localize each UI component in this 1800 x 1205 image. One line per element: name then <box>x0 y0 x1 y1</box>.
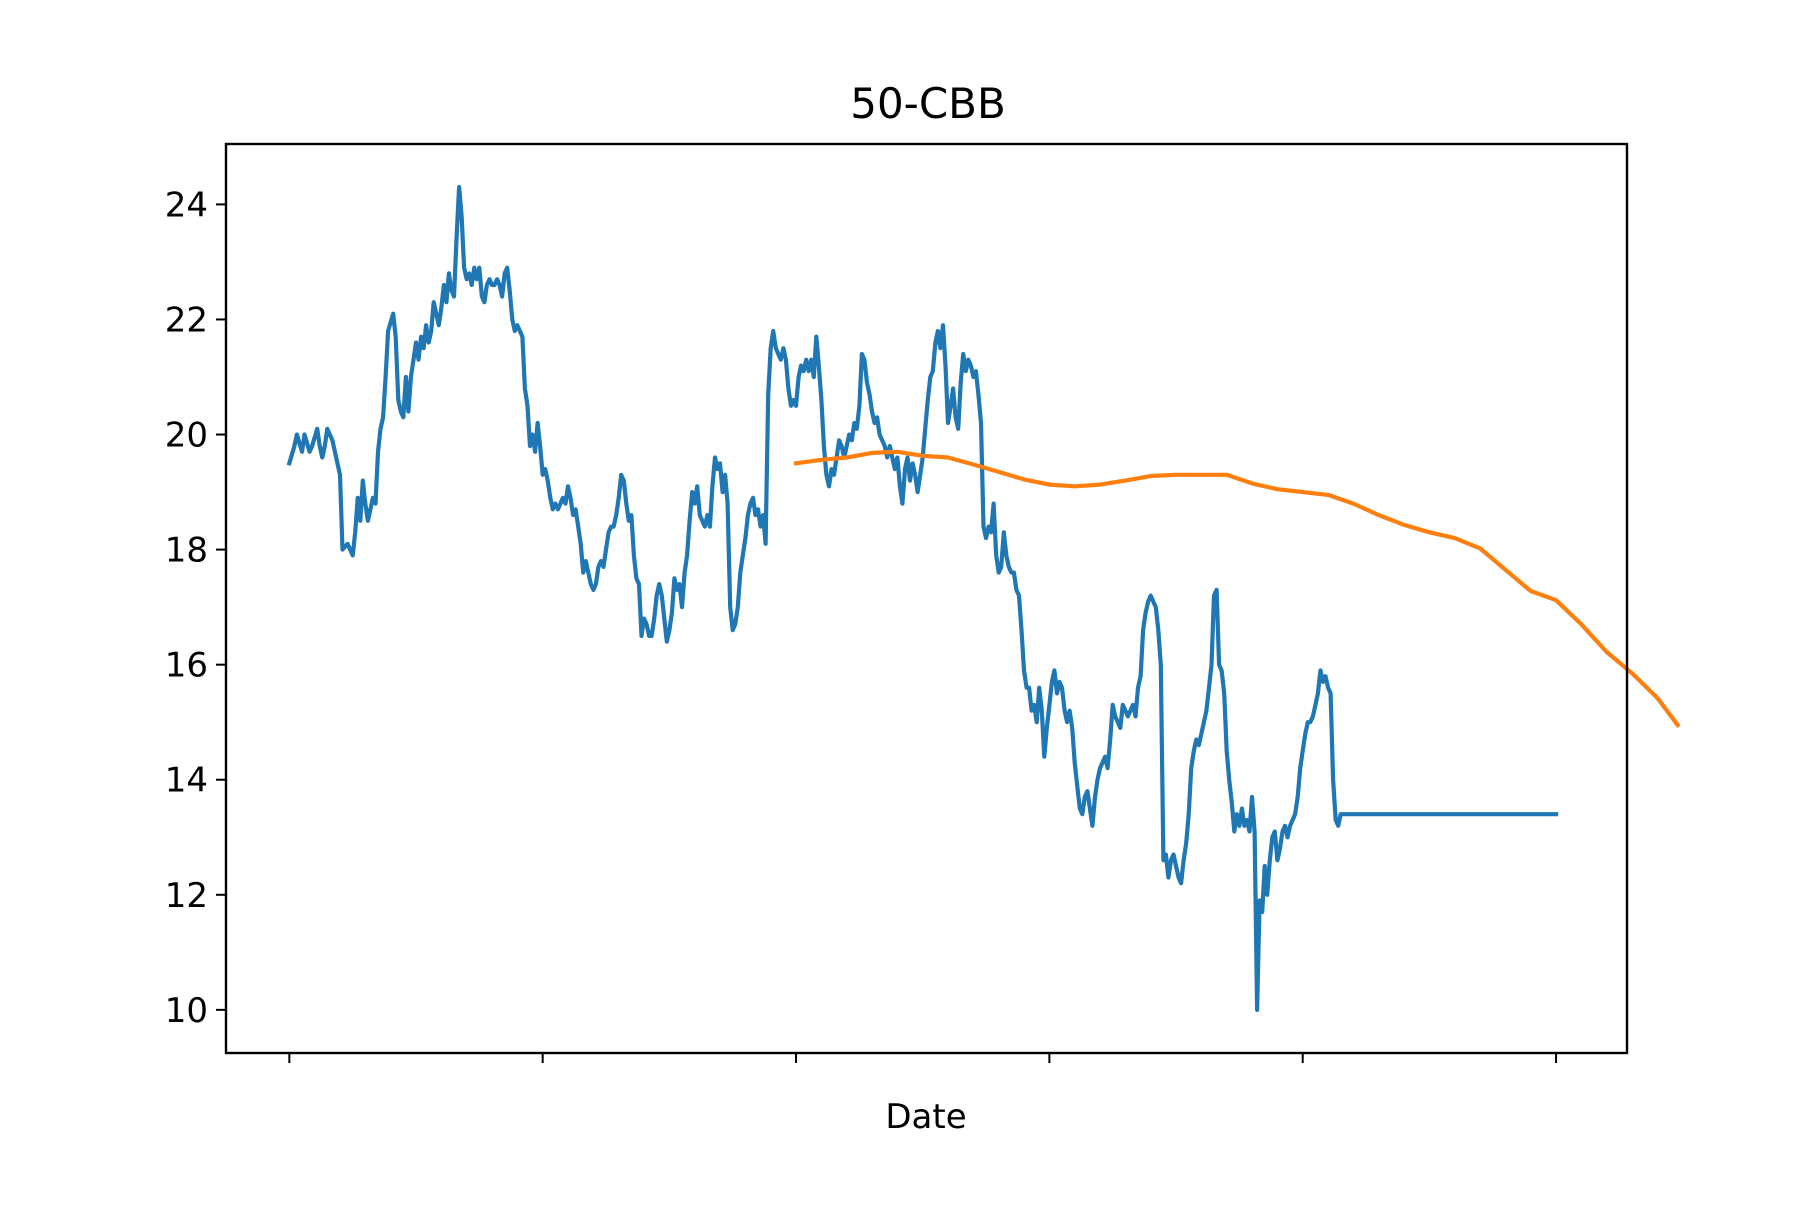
plot-frame <box>224 142 1629 1055</box>
y-tick-label: 22 <box>165 300 208 340</box>
y-tick-label: 24 <box>165 185 208 225</box>
series-line-1 <box>286 185 1559 1012</box>
series-line-2 <box>793 449 1681 729</box>
y-tick-label: 12 <box>165 876 208 916</box>
y-tick-label: 16 <box>165 646 208 686</box>
series-layer <box>286 185 1681 1012</box>
x-axis <box>288 1053 1558 1063</box>
y-tick-label: 20 <box>165 416 208 456</box>
y-axis: 10 12 14 16 18 20 22 24 <box>165 185 226 1031</box>
y-tick-label: 18 <box>165 531 208 571</box>
chart-title: 50-CBB <box>850 79 1006 128</box>
x-axis-label: Date <box>885 1097 966 1137</box>
y-tick-label: 10 <box>165 991 208 1031</box>
y-tick-label: 14 <box>165 761 208 801</box>
